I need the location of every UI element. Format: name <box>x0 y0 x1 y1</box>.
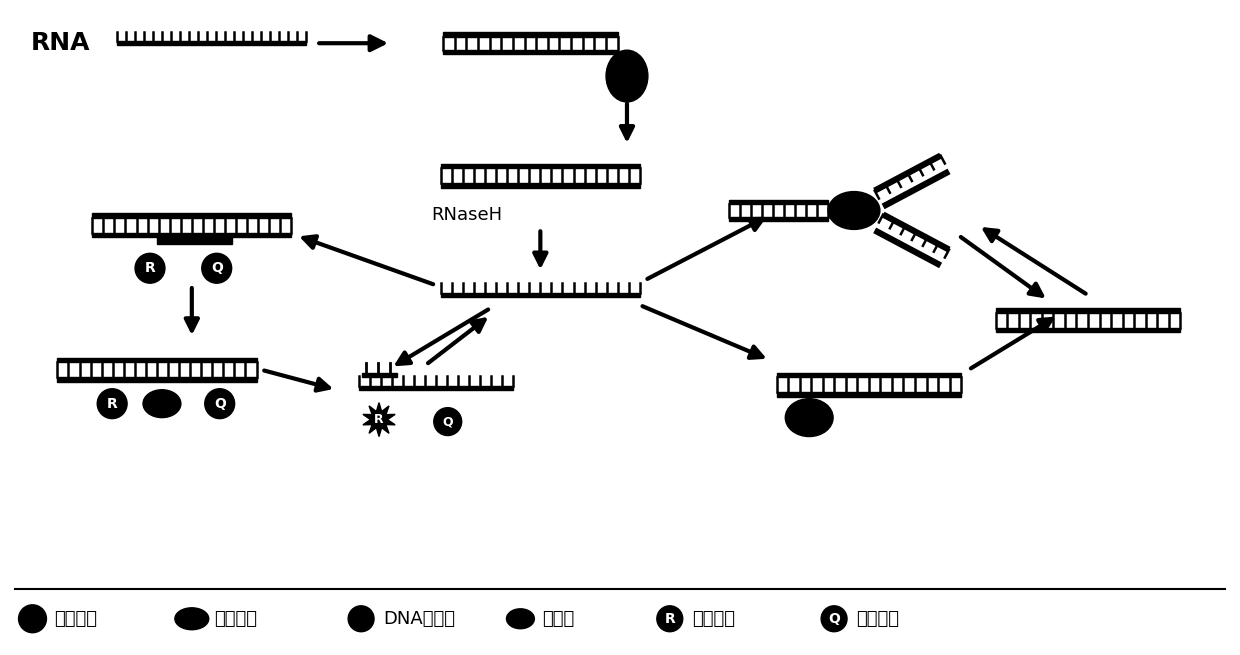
Bar <box>440 293 640 297</box>
Bar <box>117 41 306 45</box>
Bar <box>92 214 291 218</box>
Polygon shape <box>363 403 396 436</box>
Text: Q: Q <box>211 261 223 275</box>
Circle shape <box>434 407 461 436</box>
Circle shape <box>135 253 165 283</box>
Text: R: R <box>374 413 384 426</box>
Text: Q: Q <box>828 612 839 626</box>
Bar <box>92 233 291 237</box>
Circle shape <box>19 605 46 633</box>
Text: DNA聚合酶: DNA聚合酶 <box>383 610 455 627</box>
Ellipse shape <box>785 399 833 436</box>
Bar <box>729 200 828 204</box>
Bar <box>996 308 1180 312</box>
Bar <box>776 392 961 397</box>
Circle shape <box>205 388 234 419</box>
Bar <box>776 373 961 377</box>
Bar <box>57 358 257 362</box>
Text: RNaseH: RNaseH <box>430 206 502 225</box>
Bar <box>996 328 1180 332</box>
Ellipse shape <box>506 608 534 629</box>
Text: R: R <box>145 261 155 275</box>
Bar <box>57 377 257 382</box>
Ellipse shape <box>143 390 181 418</box>
Circle shape <box>821 606 847 631</box>
Bar <box>440 183 640 187</box>
Bar <box>729 217 828 221</box>
Bar <box>362 373 397 377</box>
Circle shape <box>97 388 126 419</box>
Bar <box>443 50 618 54</box>
Text: 解螺旋酶: 解螺旋酶 <box>213 610 257 627</box>
Bar <box>157 237 232 244</box>
Text: R: R <box>665 612 675 626</box>
Bar <box>440 164 640 168</box>
Text: R: R <box>107 397 118 411</box>
Bar <box>443 32 618 37</box>
Circle shape <box>657 606 683 631</box>
Bar <box>358 386 513 390</box>
Text: 报告基团: 报告基团 <box>692 610 734 627</box>
Text: 淬灭基团: 淬灭基团 <box>856 610 899 627</box>
Circle shape <box>202 253 232 283</box>
Text: 切刻酶: 切刻酶 <box>542 610 574 627</box>
Ellipse shape <box>828 191 880 229</box>
Ellipse shape <box>175 608 208 629</box>
Text: Q: Q <box>443 415 453 428</box>
Ellipse shape <box>606 50 647 102</box>
Text: 逆转录酶: 逆转录酶 <box>55 610 98 627</box>
Text: Q: Q <box>213 397 226 411</box>
Circle shape <box>348 606 374 631</box>
Text: RNA: RNA <box>31 31 91 55</box>
